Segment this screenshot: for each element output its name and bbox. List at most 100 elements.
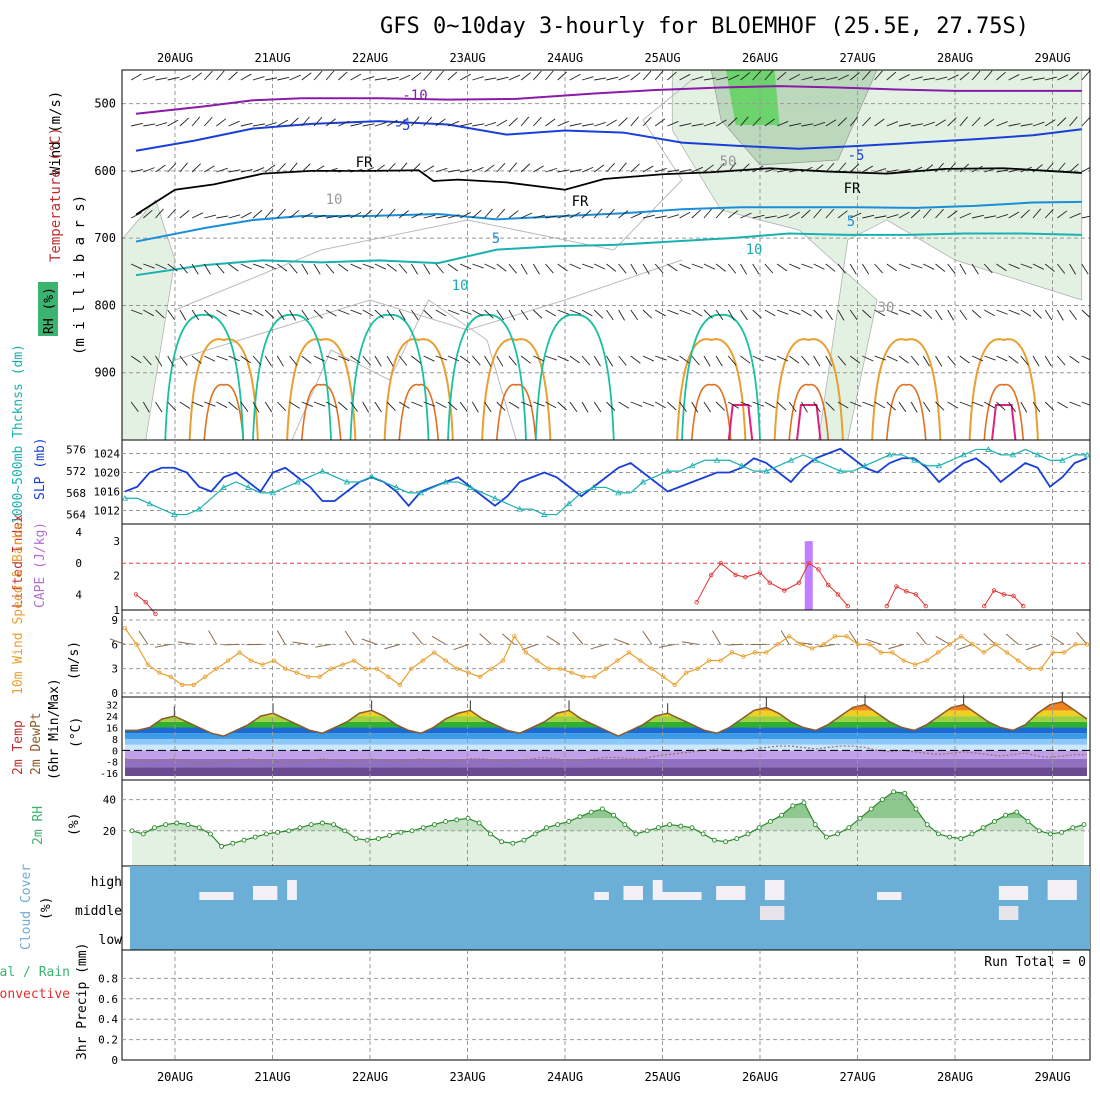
wind-barb xyxy=(431,635,446,645)
wind-barb xyxy=(411,212,423,219)
wind-barb xyxy=(411,401,423,407)
date-label: 27AUG xyxy=(839,1070,875,1084)
wind-point xyxy=(122,625,128,631)
wind-barb xyxy=(776,309,789,315)
wind-barb xyxy=(447,169,460,173)
wind-point xyxy=(1004,650,1010,655)
wind-barb xyxy=(520,116,530,127)
wind-barb xyxy=(825,119,837,127)
wind-barb xyxy=(1008,123,1021,127)
wind-barb xyxy=(435,263,444,274)
cloud-sky xyxy=(130,866,1090,950)
wind-barb xyxy=(1069,309,1077,320)
wind-barb xyxy=(338,401,348,411)
rh-point xyxy=(577,814,583,820)
rh-point xyxy=(409,828,415,834)
cape-tick: 2 xyxy=(113,570,120,583)
ylabel-2m-unit: (°C) xyxy=(69,717,84,748)
wind-barb xyxy=(411,163,421,173)
wind-barb xyxy=(496,355,504,367)
wind-barb xyxy=(143,123,156,127)
cloud-high-block xyxy=(1047,880,1077,900)
rh-point xyxy=(947,834,953,840)
wind-barb xyxy=(874,263,883,274)
rh-point xyxy=(487,831,493,837)
wind-barb xyxy=(240,309,253,315)
wind-barb xyxy=(508,355,517,366)
li-point xyxy=(782,588,787,593)
wind-barb xyxy=(179,117,190,127)
wind-barb xyxy=(911,76,923,81)
wind-point xyxy=(225,658,231,663)
wind-barb xyxy=(301,116,310,127)
wind-barb xyxy=(472,355,481,366)
wind-barb xyxy=(496,162,506,173)
wind-barb xyxy=(825,208,835,219)
wind-barb xyxy=(813,263,825,270)
cloud-high-block xyxy=(998,886,1029,900)
wind-barb xyxy=(801,209,811,219)
wind-point xyxy=(981,650,987,655)
wind-barb xyxy=(618,309,626,321)
wind-barb xyxy=(618,401,630,409)
wind-barb xyxy=(545,401,557,409)
wind-barb xyxy=(496,263,507,272)
wind-barb xyxy=(338,263,349,272)
rh-point xyxy=(857,815,863,821)
wind-barb xyxy=(1081,263,1089,275)
wind-barb xyxy=(642,309,653,319)
wind-barb xyxy=(252,263,265,269)
wind-barb xyxy=(590,643,607,650)
wind-barb xyxy=(898,211,910,219)
wind-barb xyxy=(618,210,629,219)
wind-barb xyxy=(849,355,861,364)
wind-point xyxy=(294,670,299,675)
thickness-point xyxy=(664,467,671,474)
wind-barb xyxy=(252,167,265,173)
wind-barb xyxy=(679,401,687,413)
wind-barb xyxy=(1020,355,1029,366)
wind-barb xyxy=(569,263,582,270)
wind-barb xyxy=(740,116,749,127)
wind-barb xyxy=(399,401,410,409)
wind-barb xyxy=(557,355,569,362)
wind-barb xyxy=(1081,70,1090,81)
wind-barb xyxy=(557,169,570,173)
contour-label: -5 xyxy=(848,148,865,164)
wind-barb xyxy=(313,263,321,275)
wind-barb xyxy=(667,355,679,362)
wind-barb xyxy=(167,163,177,173)
wind-point xyxy=(615,658,620,663)
wind-point xyxy=(741,654,746,659)
wind-barb xyxy=(935,119,946,127)
ylabel-precip-total: Total / Rain xyxy=(0,965,70,980)
thickness-point xyxy=(985,446,992,452)
temp-band xyxy=(125,733,1087,739)
wind-barb xyxy=(935,355,943,367)
wind-barb xyxy=(447,355,460,362)
wind-point xyxy=(1027,666,1032,671)
wind-barb xyxy=(801,123,814,127)
wind-barb xyxy=(179,401,191,409)
wind-barb xyxy=(813,355,821,367)
temp-contour-line xyxy=(135,85,1082,115)
temp-band xyxy=(125,750,1087,759)
temp-band xyxy=(125,744,1087,751)
wind-barb xyxy=(265,77,278,81)
wind-barb xyxy=(411,355,422,364)
wind-barb xyxy=(898,309,911,315)
thickness-point xyxy=(319,467,326,474)
wind-barb xyxy=(715,162,725,173)
thickness-point xyxy=(590,484,597,490)
wind-barb xyxy=(386,401,396,411)
wind-barb xyxy=(362,355,371,366)
wind-barb xyxy=(1032,77,1045,81)
wind-barb xyxy=(764,263,774,274)
wind-barb xyxy=(1057,210,1068,219)
wind-barb xyxy=(167,263,178,272)
thickness-point xyxy=(1059,456,1066,463)
wind-barb xyxy=(752,309,762,319)
wind-barb xyxy=(740,263,748,275)
thickness-point xyxy=(442,478,449,485)
wind-barb xyxy=(167,119,179,127)
